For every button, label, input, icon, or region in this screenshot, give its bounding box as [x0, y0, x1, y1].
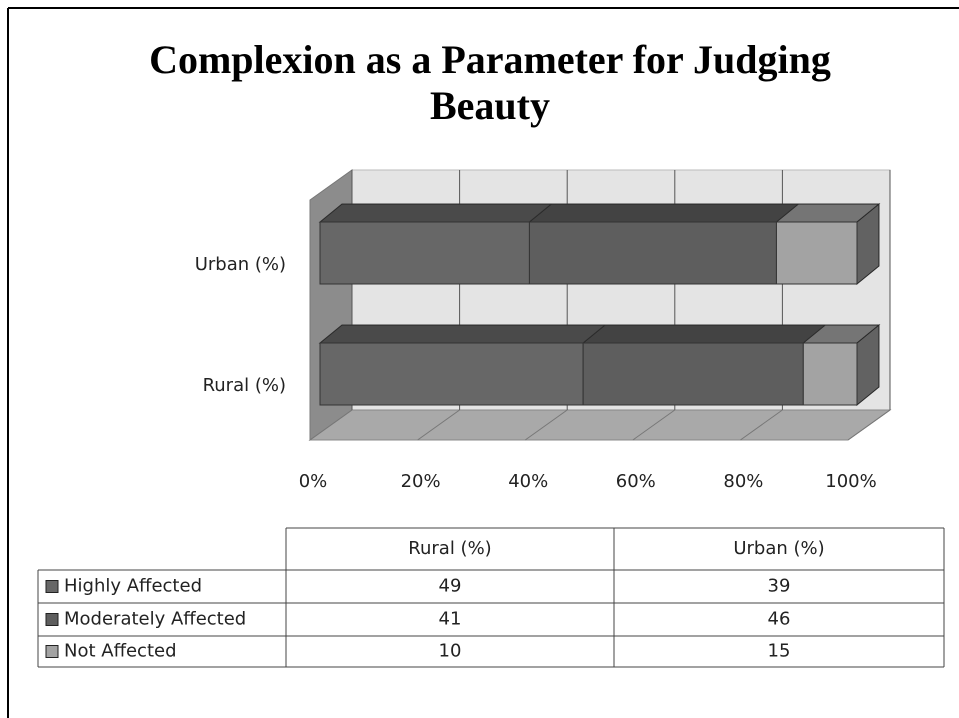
- bar-front: [528, 221, 777, 285]
- bar-top-shade: [320, 325, 606, 343]
- data-table: Rural (%) Urban (%) Highly Affected 49 39 Mod…: [37, 527, 945, 668]
- x-tick-label: 40%: [508, 471, 548, 492]
- bar-segment: [318, 324, 607, 406]
- bar-front: [319, 342, 584, 406]
- bar-side-shade: [857, 204, 879, 284]
- floor-grid-line: [847, 409, 891, 441]
- bar-segment: [318, 203, 553, 285]
- x-tick-label: 20%: [401, 471, 441, 492]
- bar-top-shade: [320, 204, 552, 222]
- legend-label: Moderately Affected: [64, 609, 246, 630]
- table-value: 15: [768, 641, 791, 662]
- bar-side-shade: [857, 325, 879, 405]
- floor-grid-line: [632, 409, 676, 441]
- x-tick-label: 80%: [723, 471, 763, 492]
- floor-grid-line: [417, 409, 460, 441]
- bar-top-shade: [583, 325, 826, 343]
- table-value: 39: [768, 576, 791, 597]
- table-value: 46: [768, 609, 791, 630]
- floor-grid-line: [740, 409, 783, 441]
- legend-swatch: [45, 613, 59, 626]
- bar-front: [775, 221, 858, 285]
- x-tick-label: 0%: [299, 471, 328, 492]
- legend-swatch: [45, 580, 59, 593]
- chart: 0% 20% 40% 60% 80% 100% Rural (%) Urban (%): [195, 169, 892, 492]
- floor-grid-line: [309, 409, 353, 441]
- y-tick-label: Rural (%): [203, 375, 286, 396]
- bar-top-shade: [529, 204, 799, 222]
- bar-top-shade: [803, 325, 879, 343]
- table-value: 10: [439, 641, 462, 662]
- table-header: Urban (%): [733, 538, 824, 559]
- legend-swatch: [45, 645, 59, 658]
- bar-top-shade: [776, 204, 879, 222]
- table-header: Rural (%): [408, 538, 491, 559]
- x-tick-label: 100%: [825, 471, 876, 492]
- table-value: 41: [439, 609, 462, 630]
- legend-label: Not Affected: [64, 641, 177, 662]
- bar-segment: [528, 203, 800, 285]
- floor-grid-line: [524, 409, 568, 441]
- chart-title: Complexion as a Parameter for Judging Bea…: [149, 37, 831, 128]
- bar-front: [582, 342, 804, 406]
- floor: [308, 409, 892, 441]
- table-value: 49: [439, 576, 462, 597]
- bar-segment: [581, 324, 827, 406]
- x-tick-label: 60%: [616, 471, 656, 492]
- bar-front: [802, 342, 858, 406]
- legend-label: Highly Affected: [64, 576, 202, 597]
- y-tick-label: Urban (%): [195, 254, 286, 275]
- bar-segment: [801, 323, 881, 407]
- bar-segment: [775, 202, 881, 286]
- bar-front: [319, 221, 530, 285]
